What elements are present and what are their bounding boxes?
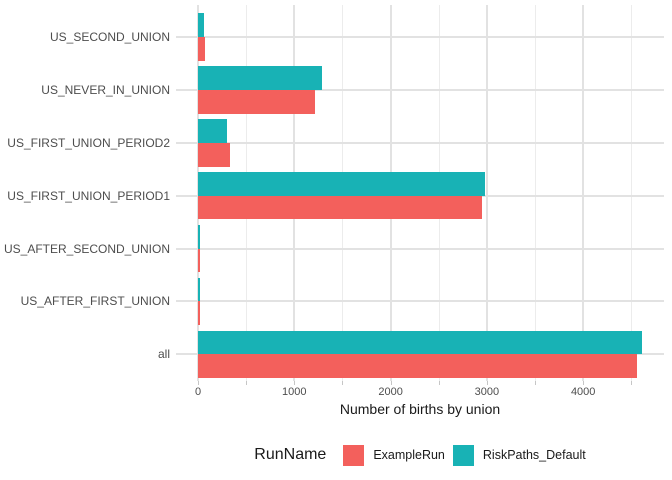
y-axis-label-us-second-union: US_SECOND_UNION (49, 29, 170, 44)
legend-title: RunName (254, 446, 327, 463)
y-axis-label-us-after-second-union: US_AFTER_SECOND_UNION (3, 241, 170, 256)
x-axis-tick-label-1000: 1000 (282, 386, 307, 398)
bar-examplerun-us-after-second-union (198, 248, 200, 273)
bar-riskpaths-default-us-first-union-period2 (198, 118, 227, 143)
major-gridline-y-us-second-union (176, 35, 664, 38)
legend-label-riskpaths-default: RiskPaths_Default (482, 448, 586, 462)
x-axis-title: Number of births by union (339, 401, 501, 417)
x-axis-tick-3500 (535, 381, 537, 385)
major-gridline-x-4000 (582, 5, 585, 381)
major-gridline-y-us-after-second-union (176, 247, 664, 250)
x-axis-tick-1500 (342, 381, 344, 385)
legend-swatch-examplerun (343, 444, 365, 466)
bar-riskpaths-default-us-first-union-period1 (198, 171, 485, 196)
x-axis-tick-4000 (583, 381, 585, 385)
x-axis-tick-label-2000: 2000 (378, 386, 403, 398)
x-axis-tick-1000 (294, 381, 296, 385)
bar-examplerun-us-second-union (198, 36, 206, 61)
bar-examplerun-us-after-first-union (198, 301, 200, 326)
bar-riskpaths-default-us-never-in-union (198, 66, 323, 90)
bar-riskpaths-default-all (198, 330, 642, 355)
bar-riskpaths-default-us-after-first-union (198, 277, 200, 302)
bar-examplerun-us-never-in-union (198, 89, 315, 114)
x-axis-tick-label-3000: 3000 (474, 386, 500, 398)
x-axis-tick-4500 (631, 381, 633, 385)
minor-gridline-x-4500 (631, 5, 633, 381)
x-axis-tick-label-4000: 4000 (570, 386, 596, 398)
y-axis-label-us-never-in-union: US_NEVER_IN_UNION (41, 82, 170, 97)
plot-panel (176, 5, 664, 381)
legend-label-examplerun: ExampleRun (373, 448, 445, 462)
x-axis-tick-3000 (486, 381, 488, 385)
legend-item-examplerun: ExampleRun (343, 444, 445, 466)
x-axis-tick-2500 (438, 381, 440, 385)
major-gridline-y-us-first-union-period2 (176, 141, 664, 144)
y-axis-label-us-first-union-period1: US_FIRST_UNION_PERIOD1 (7, 188, 170, 203)
legend-items: ExampleRun RiskPaths_Default (335, 444, 586, 466)
bar-examplerun-us-first-union-period2 (198, 142, 230, 167)
bar-riskpaths-default-us-after-second-union (198, 224, 200, 249)
major-gridline-y-us-never-in-union (176, 88, 664, 91)
y-axis-label-us-after-first-union: US_AFTER_FIRST_UNION (20, 294, 170, 309)
y-axis-label-us-first-union-period2: US_FIRST_UNION_PERIOD2 (7, 135, 170, 150)
x-axis-tick-0 (198, 381, 199, 385)
legend-item-riskpaths-default: RiskPaths_Default (452, 444, 586, 466)
x-axis-tick-2000 (390, 381, 392, 385)
bar-riskpaths-default-us-second-union (198, 13, 204, 37)
minor-gridline-x-3500 (535, 5, 537, 381)
legend-swatch-riskpaths-default (452, 444, 474, 466)
x-axis-tick-500 (246, 381, 248, 385)
bar-examplerun-us-first-union-period1 (198, 195, 483, 220)
x-axis-tick-label-0: 0 (194, 386, 202, 398)
legend: RunName ExampleRun RiskPaths_Default (176, 440, 664, 470)
y-axis-label-all: all (157, 347, 170, 362)
major-gridline-x-3000 (485, 5, 488, 381)
bar-examplerun-all (198, 354, 638, 379)
major-gridline-y-us-after-first-union (176, 300, 664, 303)
